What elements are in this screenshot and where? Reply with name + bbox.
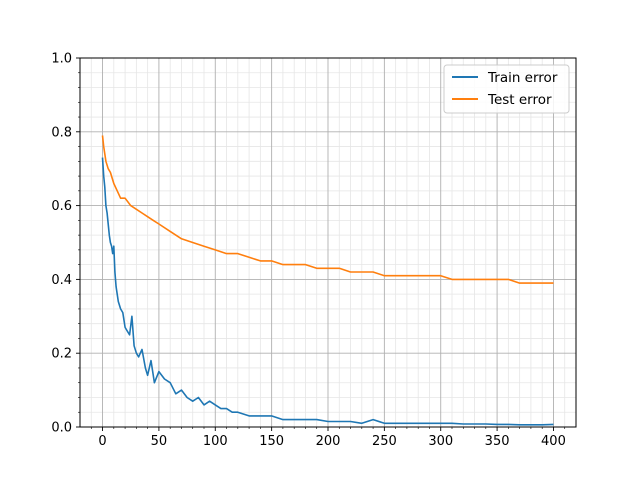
x-tick-label: 50 xyxy=(151,434,168,449)
x-tick-label: 0 xyxy=(98,434,106,449)
train-error-line xyxy=(101,157,554,426)
series-layer xyxy=(101,135,554,426)
y-tick-label: 0.2 xyxy=(51,347,72,362)
test-error-legend-label: Test error xyxy=(487,92,552,108)
x-tick-label: 350 xyxy=(485,434,510,449)
x-tick-label: 100 xyxy=(203,434,228,449)
test-error-line xyxy=(101,135,554,284)
x-tick-label: 250 xyxy=(372,434,397,449)
y-tick-label: 0.4 xyxy=(51,273,72,288)
ticks-layer: 0 50 100 150 200 250 300 350 400 0.0 0.2 0.4 0.6 0.8 1… xyxy=(51,52,566,450)
x-tick-label: 300 xyxy=(428,434,453,449)
legend: Train error Test error xyxy=(443,64,570,114)
x-tick-label: 200 xyxy=(316,434,341,449)
train-error-legend-label: Train error xyxy=(487,70,558,86)
x-tick-label: 400 xyxy=(541,434,566,449)
y-tick-label: 0.8 xyxy=(51,125,72,140)
y-tick-label: 0.6 xyxy=(51,199,72,214)
y-tick-label: 1.0 xyxy=(51,52,72,67)
y-tick-label: 0.0 xyxy=(51,421,72,436)
plot-area xyxy=(79,57,577,428)
x-tick-label: 150 xyxy=(259,434,284,449)
